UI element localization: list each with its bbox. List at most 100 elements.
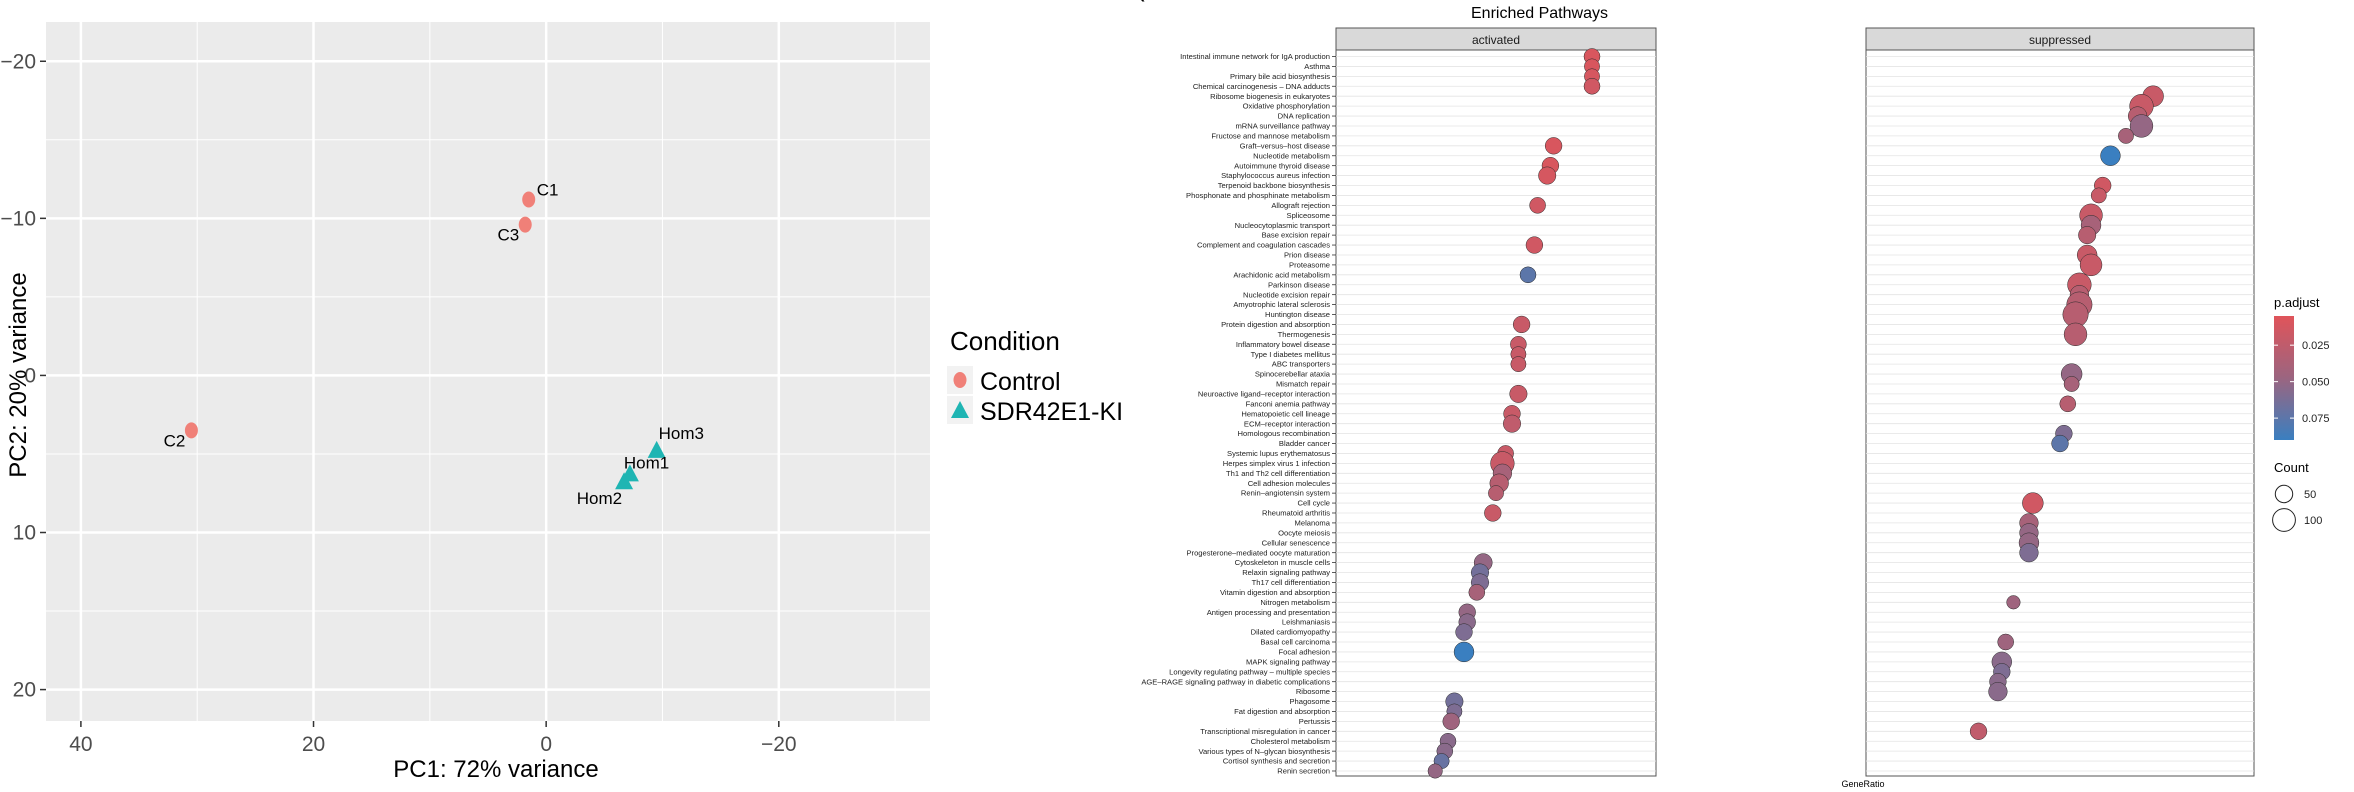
pathway-label: Phosphonate and phosphinate metabolism bbox=[1186, 191, 1330, 200]
pathway-label: Terpenoid backbone biosynthesis bbox=[1218, 181, 1330, 190]
pathway-label: Parkinson disease bbox=[1268, 280, 1330, 289]
padj-tick-label: 0.075 bbox=[2302, 413, 2330, 425]
pathway-label: Various types of N–glycan biosynthesis bbox=[1198, 747, 1330, 756]
pathway-label: Spliceosome bbox=[1287, 211, 1330, 220]
facet-suppressed-panel bbox=[1865, 49, 2255, 777]
pathway-label: Vitamin digestion and absorption bbox=[1220, 588, 1330, 597]
pathway-label: Cholesterol metabolism bbox=[1251, 737, 1330, 746]
pca-x-tick-label: 40 bbox=[69, 733, 92, 756]
pca-point-label: C1 bbox=[537, 180, 559, 199]
pathway-label: Cell adhesion molecules bbox=[1248, 479, 1331, 488]
pathway-label: Longevity regulating pathway – multiple … bbox=[1169, 667, 1330, 676]
pathway-dot bbox=[2059, 395, 2077, 413]
pathway-label: Nucleocytoplasmic transport bbox=[1235, 221, 1331, 230]
pca-point-label: C3 bbox=[497, 226, 519, 245]
pathway-dot bbox=[2006, 595, 2021, 610]
count-legend-key bbox=[2272, 508, 2296, 532]
pca-gridlines bbox=[46, 22, 930, 721]
pca-y-tick-label: −10 bbox=[0, 207, 36, 230]
pca-tick-labels: 40 20 0 −20 −20 −10 0 10 20 bbox=[0, 50, 796, 756]
pathway-label: Cellular senescence bbox=[1262, 538, 1330, 547]
pathway-dot bbox=[2063, 322, 2088, 347]
pathway-label: Primary bile acid biosynthesis bbox=[1230, 72, 1330, 81]
pca-legend-key-ki bbox=[951, 401, 969, 418]
pathway-label: ECM–receptor interaction bbox=[1244, 419, 1330, 428]
pca-y-tick-label: 0 bbox=[24, 364, 36, 387]
strip-suppressed-label: suppressed bbox=[2029, 33, 2091, 47]
pca-legend-label-ki: SDR42E1-KI bbox=[980, 398, 1123, 426]
pca-y-axis-label: PC2: 20% variance bbox=[5, 272, 32, 477]
pathway-dot bbox=[2022, 492, 2044, 514]
pathway-label: Thermogenesis bbox=[1278, 330, 1331, 339]
pathway-label: Chemical carcinogenesis – DNA adducts bbox=[1193, 82, 1330, 91]
pca-point-label: Hom1 bbox=[624, 453, 669, 472]
pathway-dot bbox=[1997, 633, 2014, 651]
pathway-label: Rheumatoid arthritis bbox=[1262, 509, 1330, 518]
pca-y-tick-label: −20 bbox=[0, 50, 36, 73]
pathway-labels: Intestinal immune network for IgA produc… bbox=[1141, 52, 1336, 776]
pathway-label: Fructose and mannose metabolism bbox=[1211, 131, 1330, 140]
pathway-label: Neuroactive ligand–receptor interaction bbox=[1198, 390, 1330, 399]
pathway-label: Phagosome bbox=[1289, 697, 1330, 706]
pathway-dot bbox=[2078, 226, 2097, 245]
pca-panel-background bbox=[46, 22, 930, 721]
pathway-label: Autoimmune thyroid disease bbox=[1234, 161, 1330, 170]
pathway-label: Basal cell carcinoma bbox=[1260, 638, 1330, 647]
pathway-dot bbox=[2118, 127, 2134, 144]
pathway-label: Cell cycle bbox=[1298, 499, 1331, 508]
pca-point-control bbox=[518, 216, 532, 233]
pathway-label: Oocyte meiosis bbox=[1278, 528, 1330, 537]
pca-x-tick-label: −20 bbox=[761, 733, 797, 756]
pathway-label: Huntington disease bbox=[1265, 310, 1330, 319]
pathway-label: Systemic lupus erythematosus bbox=[1227, 449, 1330, 458]
enrichment-plot: Enriched Pathways activated suppressed I… bbox=[1141, 5, 2329, 789]
count-legend-label: 50 bbox=[2304, 489, 2316, 501]
pathway-dot bbox=[1503, 414, 1521, 433]
pca-x-tick-label: 0 bbox=[540, 733, 552, 756]
pathway-dot bbox=[1538, 166, 1557, 185]
pathway-label: mRNA surveillance pathway bbox=[1235, 122, 1330, 131]
pathway-dot bbox=[1519, 266, 1537, 284]
pca-point-ki bbox=[615, 472, 634, 490]
pathway-label: Renin–angiotensin system bbox=[1241, 489, 1330, 498]
pca-x-axis-label: PC1: 72% variance bbox=[393, 756, 598, 783]
pathway-label: Oxidative phosphorylation bbox=[1243, 102, 1330, 111]
pathway-label: Nucleotide metabolism bbox=[1253, 151, 1330, 160]
padj-tick-label: 0.050 bbox=[2302, 377, 2330, 389]
pathway-dot bbox=[1468, 584, 1486, 601]
pathway-label: Complement and coagulation cascades bbox=[1197, 241, 1330, 250]
pathway-label: Inflammatory bowel disease bbox=[1236, 340, 1330, 349]
pca-y-tick-label: 20 bbox=[13, 679, 36, 702]
pathway-label: Fanconi anemia pathway bbox=[1246, 399, 1331, 408]
pathway-label: Cortisol synthesis and secretion bbox=[1223, 757, 1330, 766]
pathway-label: Nucleotide excision repair bbox=[1243, 290, 1330, 299]
pathway-dot bbox=[1583, 78, 1601, 95]
pathway-dot bbox=[1442, 712, 1460, 731]
pathway-dot bbox=[2090, 187, 2107, 204]
pca-point-ki bbox=[647, 440, 666, 458]
pathway-label: Cytoskeleton in muscle cells bbox=[1235, 558, 1331, 567]
pca-point-control bbox=[522, 191, 536, 208]
pathway-label: MAPK signaling pathway bbox=[1246, 657, 1330, 666]
enrichment-x-axis-label: GeneRatio bbox=[1841, 779, 1884, 789]
panel-label-fragment: ( bbox=[1136, 0, 1145, 2]
strip-activated-label: activated bbox=[1472, 33, 1520, 47]
enrichment-title: Enriched Pathways bbox=[1471, 5, 1608, 22]
pathway-label: Amyotrophic lateral sclerosis bbox=[1233, 300, 1330, 309]
pathway-label: Ribosome biogenesis in eukaryotes bbox=[1210, 92, 1330, 101]
pathway-label: Intestinal immune network for IgA produc… bbox=[1180, 52, 1330, 61]
pathway-dot bbox=[1969, 722, 1988, 740]
pathway-label: Nitrogen metabolism bbox=[1260, 598, 1330, 607]
pathway-dot bbox=[1544, 137, 1563, 155]
pca-point-label: Hom3 bbox=[659, 424, 704, 443]
pathway-label: Homologous recombination bbox=[1238, 429, 1330, 438]
pathway-label: Herpes simplex virus 1 infection bbox=[1223, 459, 1330, 468]
pathway-label: Pertussis bbox=[1299, 717, 1330, 726]
pathway-label: Focal adhesion bbox=[1278, 648, 1330, 657]
pathway-label: Graft–versus–host disease bbox=[1240, 141, 1330, 150]
pathway-dot bbox=[1510, 356, 1527, 373]
pathway-label: Dilated cardiomyopathy bbox=[1251, 628, 1331, 637]
pca-legend-key-control bbox=[953, 372, 967, 388]
